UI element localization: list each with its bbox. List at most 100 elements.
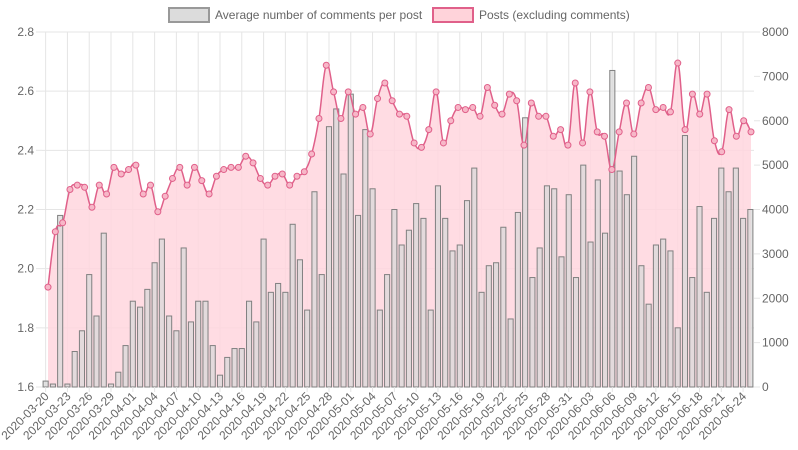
comments-bar	[253, 321, 260, 388]
comments-bar	[304, 309, 311, 388]
y-axis-right: 0 1000 2000 3000 4000 5000 6000 7000 8000	[754, 25, 789, 394]
posts-point	[73, 181, 81, 189]
posts-point	[410, 139, 418, 147]
comments-bar	[71, 351, 78, 388]
comments-bar	[49, 383, 56, 388]
posts-point	[615, 128, 623, 136]
posts-point	[542, 112, 550, 120]
comments-bar	[602, 232, 609, 388]
posts-point	[520, 141, 528, 149]
posts-point	[674, 59, 682, 67]
posts-point	[696, 110, 704, 118]
posts-point	[381, 79, 389, 87]
posts-point	[110, 163, 118, 171]
posts-point	[322, 61, 330, 69]
comments-bar	[325, 126, 333, 388]
comments-bar	[405, 229, 412, 388]
comments-bar	[180, 247, 187, 388]
comments-bar	[231, 348, 238, 388]
comments-bar	[166, 315, 173, 388]
posts-point	[59, 219, 67, 227]
comments-bar	[100, 232, 107, 388]
posts-point	[95, 181, 103, 189]
comments-bar	[572, 277, 580, 388]
comments-bar	[732, 167, 739, 388]
posts-point	[388, 97, 396, 105]
comments-bar	[478, 291, 485, 388]
posts-point	[601, 132, 609, 140]
posts-point	[300, 168, 308, 176]
posts-point	[571, 79, 579, 87]
comments-bar	[311, 191, 318, 388]
posts-point	[183, 181, 191, 189]
y-left-tick-label: 1.6	[17, 380, 34, 394]
comments-bar	[391, 209, 398, 388]
posts-point	[374, 95, 382, 103]
posts-point	[439, 139, 447, 147]
comments-bar	[93, 315, 100, 388]
posts-point	[154, 208, 162, 216]
posts-point	[527, 99, 535, 107]
y-right-tick-label: 1000	[762, 336, 789, 350]
posts-point	[666, 108, 674, 116]
y-left-tick-label: 2.8	[17, 25, 34, 39]
posts-line-layer	[44, 59, 755, 291]
comments-bar	[78, 330, 86, 388]
comments-bar	[398, 244, 405, 388]
posts-point	[718, 148, 726, 156]
comments-bar	[689, 277, 696, 388]
posts-point	[205, 190, 213, 198]
posts-point	[417, 143, 425, 151]
posts-point	[44, 283, 52, 291]
posts-point	[234, 163, 242, 171]
comments-bar	[318, 274, 325, 388]
comments-bar	[340, 173, 347, 388]
y-right-tick-label: 8000	[762, 25, 789, 39]
posts-point	[212, 172, 220, 180]
comments-bar	[652, 244, 659, 388]
posts-point	[703, 90, 711, 98]
posts-point	[117, 170, 125, 178]
comments-bar	[267, 291, 274, 388]
posts-point	[271, 172, 279, 180]
comments-bar	[551, 188, 558, 388]
comments-bar	[558, 256, 565, 388]
posts-point	[198, 177, 206, 185]
comments-bar	[514, 211, 521, 388]
posts-point	[293, 172, 301, 180]
posts-point	[476, 112, 484, 120]
posts-point	[264, 181, 272, 189]
posts-point	[630, 130, 638, 138]
posts-point	[344, 88, 352, 96]
posts-point	[725, 106, 733, 114]
posts-point	[168, 174, 176, 182]
posts-point	[220, 166, 228, 174]
y-right-tick-label: 7000	[762, 69, 789, 83]
comments-bar	[638, 265, 645, 388]
comments-bar	[456, 244, 463, 388]
comments-bar	[442, 217, 449, 388]
comments-bar	[86, 274, 93, 388]
legend-label-comments: Average number of comments per post	[215, 8, 423, 22]
y-left-tick-label: 2.2	[17, 203, 34, 217]
y-right-tick-label: 4000	[762, 203, 789, 217]
posts-point	[652, 106, 660, 114]
comments-bar	[645, 303, 652, 388]
comments-bar	[224, 356, 231, 388]
posts-point	[132, 161, 140, 169]
posts-point	[505, 90, 513, 98]
comments-bar	[427, 309, 434, 388]
comments-bar	[463, 200, 471, 388]
comments-bar	[609, 69, 616, 388]
y-right-tick-label: 6000	[762, 114, 789, 128]
comments-bar	[384, 274, 391, 388]
comments-bar	[681, 135, 689, 388]
posts-point	[286, 181, 294, 189]
posts-point	[564, 141, 572, 149]
posts-point	[659, 103, 667, 111]
posts-point	[308, 150, 316, 158]
comments-bar	[420, 217, 427, 388]
y-right-tick-label: 2000	[762, 291, 789, 305]
posts-point	[88, 203, 96, 211]
y-left-tick-label: 2.0	[17, 262, 34, 276]
